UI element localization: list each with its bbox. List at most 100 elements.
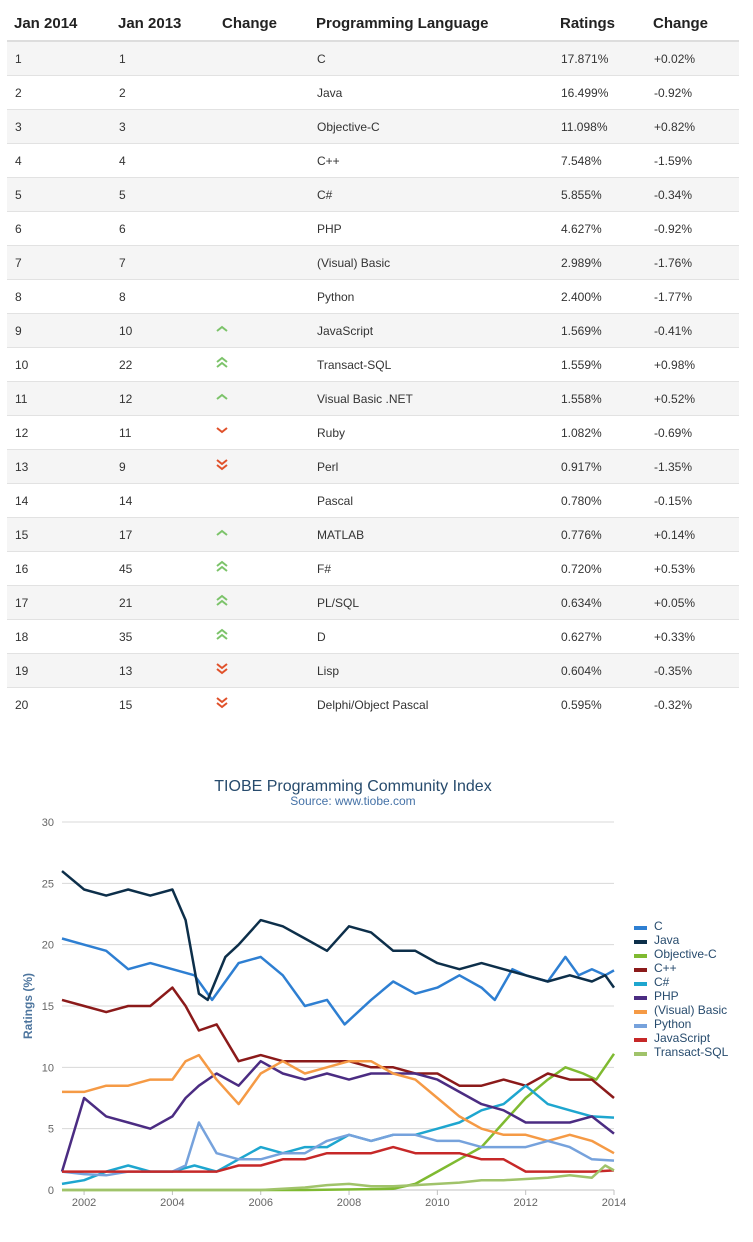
rank-2014: 2: [7, 75, 111, 110]
rating-change: +0.98%: [646, 347, 739, 382]
trend-cell: [215, 177, 309, 212]
rating-value: 0.595%: [553, 687, 646, 721]
rank-2013: 14: [111, 483, 215, 518]
rating-change: -0.34%: [646, 177, 739, 212]
table-row: 9 10 JavaScript 1.569% -0.41%: [7, 313, 739, 348]
rank-2014: 1: [7, 40, 111, 76]
rank-2014: 10: [7, 347, 111, 382]
rank-2013: 9: [111, 449, 215, 484]
rating-value: 2.400%: [553, 279, 646, 314]
trend-cell: [215, 551, 309, 586]
table-row: 19 13 Lisp 0.604% -0.35%: [7, 653, 739, 688]
legend-label: (Visual) Basic: [654, 1003, 727, 1017]
rank-2014: 8: [7, 279, 111, 314]
series-line-5: [60, 1059, 615, 1172]
rank-2014: 18: [7, 619, 111, 654]
x-tick-label: 2004: [160, 1197, 184, 1209]
rank-2013: 7: [111, 245, 215, 280]
series-line-1: [61, 870, 616, 1002]
rating-change: +0.05%: [646, 585, 739, 620]
language-name: Objective-C: [309, 109, 553, 144]
rank-2013: 22: [111, 347, 215, 382]
language-name: Perl: [309, 449, 553, 484]
rank-2014: 19: [7, 653, 111, 688]
rating-change: -0.69%: [646, 415, 739, 450]
chart-container: TIOBE Programming Community Index Source:…: [0, 768, 753, 1237]
rank-2013: 35: [111, 619, 215, 654]
language-name: D: [309, 619, 553, 654]
rating-change: -0.92%: [646, 75, 739, 110]
rating-value: 1.569%: [553, 313, 646, 348]
legend-swatch: [634, 1010, 647, 1014]
arrow-down-double-icon: [216, 663, 228, 675]
table-row: 7 7 (Visual) Basic 2.989% -1.76%: [7, 245, 739, 280]
rank-2014: 9: [7, 313, 111, 348]
rating-change: -1.35%: [646, 449, 739, 484]
table-row: 6 6 PHP 4.627% -0.92%: [7, 211, 739, 246]
rating-value: 16.499%: [553, 75, 646, 110]
header-language: Programming Language: [309, 6, 553, 42]
chart-title: TIOBE Programming Community Index: [214, 778, 491, 795]
trend-cell: [215, 619, 309, 654]
language-name: Pascal: [309, 483, 553, 518]
rating-value: 7.548%: [553, 143, 646, 178]
table-row: 20 15 Delphi/Object Pascal 0.595% -0.32%: [7, 687, 739, 721]
trend-cell: [215, 483, 309, 518]
language-name: PHP: [309, 211, 553, 246]
trend-cell: [215, 585, 309, 620]
trend-cell: [215, 40, 309, 76]
language-name: Java: [309, 75, 553, 110]
y-tick-label: 25: [42, 878, 54, 890]
legend-swatch: [634, 1024, 647, 1028]
table-row: 5 5 C# 5.855% -0.34%: [7, 177, 739, 212]
trend-cell: [215, 245, 309, 280]
language-name: Transact-SQL: [309, 347, 553, 382]
rating-change: -1.76%: [646, 245, 739, 280]
table-row: 3 3 Objective-C 11.098% +0.82%: [7, 109, 739, 144]
language-name: Python: [309, 279, 553, 314]
legend-swatch: [634, 926, 647, 930]
rank-2014: 3: [7, 109, 111, 144]
trend-cell: [215, 109, 309, 144]
rank-2013: 10: [111, 313, 215, 348]
table-row: 4 4 C++ 7.548% -1.59%: [7, 143, 739, 178]
legend-label: JavaScript: [654, 1031, 711, 1045]
language-name: C#: [309, 177, 553, 212]
y-tick-label: 5: [48, 1124, 54, 1136]
arrow-up-double-icon: [216, 594, 228, 606]
rank-2014: 5: [7, 177, 111, 212]
y-tick-label: 30: [42, 817, 54, 829]
rank-2013: 13: [111, 653, 215, 688]
legend-swatch: [634, 1052, 647, 1056]
header-rating-change: Change: [646, 6, 739, 42]
table-header-row: Jan 2014 Jan 2013 Change Programming Lan…: [7, 6, 739, 42]
language-name: Delphi/Object Pascal: [309, 687, 553, 721]
rating-value: 0.780%: [553, 483, 646, 518]
legend-swatch: [634, 996, 647, 1000]
rating-value: 17.871%: [553, 40, 646, 76]
rating-value: 0.604%: [553, 653, 646, 688]
rating-change: -0.92%: [646, 211, 739, 246]
legend-label: Python: [654, 1017, 691, 1031]
rank-2013: 21: [111, 585, 215, 620]
rating-change: +0.52%: [646, 381, 739, 416]
rank-2013: 17: [111, 517, 215, 552]
table-row: 1 1 C 17.871% +0.02%: [7, 40, 739, 76]
x-tick-label: 2002: [72, 1197, 96, 1209]
rating-value: 2.989%: [553, 245, 646, 280]
x-tick-label: 2010: [425, 1197, 449, 1209]
legend-swatch: [634, 968, 647, 972]
arrow-up-icon: [216, 529, 228, 536]
series-line-9: [62, 1164, 615, 1192]
language-name: JavaScript: [309, 313, 553, 348]
chart-subtitle: Source: www.tiobe.com: [290, 794, 415, 808]
x-tick-label: 2008: [337, 1197, 361, 1209]
trend-cell: [215, 415, 309, 450]
rank-2013: 4: [111, 143, 215, 178]
legend-swatch: [634, 954, 647, 958]
trend-cell: [215, 381, 309, 416]
rank-2014: 6: [7, 211, 111, 246]
rating-change: +0.33%: [646, 619, 739, 654]
rank-2013: 45: [111, 551, 215, 586]
language-name: Lisp: [309, 653, 553, 688]
